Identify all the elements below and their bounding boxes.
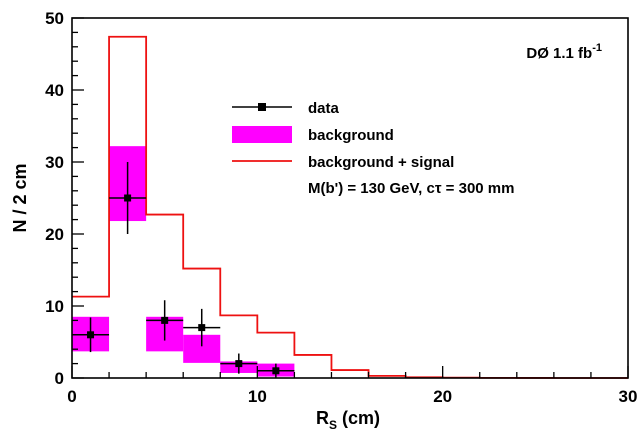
data-points-layer: [72, 162, 295, 378]
data-point-marker: [198, 324, 206, 332]
data-point-marker: [161, 316, 169, 324]
x-tick-label: 10: [248, 387, 267, 406]
x-tick-label: 0: [67, 387, 76, 406]
x-axis-label-subscript: S: [329, 418, 337, 432]
legend-data-swatch: [232, 103, 292, 111]
y-axis-label: N / 2 cm: [10, 163, 30, 232]
y-tick-label: 0: [55, 369, 64, 388]
x-axis-label-unit: (cm): [337, 408, 380, 428]
data-point-2: [146, 300, 184, 341]
plot-frame: [71, 17, 629, 379]
legend-background-swatch: [232, 126, 292, 143]
x-tick-label: 30: [619, 387, 638, 406]
y-tick-label: 30: [45, 153, 64, 172]
x-axis-label: RS (cm): [316, 408, 380, 432]
data-point-5: [257, 363, 295, 378]
data-point-marker: [235, 360, 243, 368]
experiment-annotation: DØ 1.1 fb-1: [526, 42, 602, 62]
data-point-1: [109, 162, 147, 234]
axis-ticks: 0 10 20 30 0 10 20 30 40 50: [45, 9, 637, 406]
y-tick-label: 20: [45, 225, 64, 244]
legend-note: M(b') = 130 GeV, cτ = 300 mm: [308, 180, 514, 197]
legend: data background background + signal M(b'…: [232, 100, 514, 197]
data-point-marker: [87, 331, 95, 339]
legend-label-background-signal: background + signal: [308, 154, 454, 171]
legend-label-data: data: [308, 100, 340, 117]
data-point-marker: [272, 367, 280, 375]
data-point-marker: [124, 194, 132, 202]
x-tick-label: 20: [433, 387, 452, 406]
y-tick-label: 50: [45, 9, 64, 28]
y-tick-label: 10: [45, 297, 64, 316]
data-point-4: [220, 353, 258, 374]
y-tick-label: 40: [45, 81, 64, 100]
annotation-superscript: -1: [592, 42, 602, 54]
legend-label-background: background: [308, 127, 394, 144]
annotation-text: DØ 1.1 fb: [526, 45, 592, 62]
x-axis-label-main: R: [316, 408, 329, 428]
data-point-0: [72, 317, 110, 353]
data-point-3: [183, 308, 221, 347]
